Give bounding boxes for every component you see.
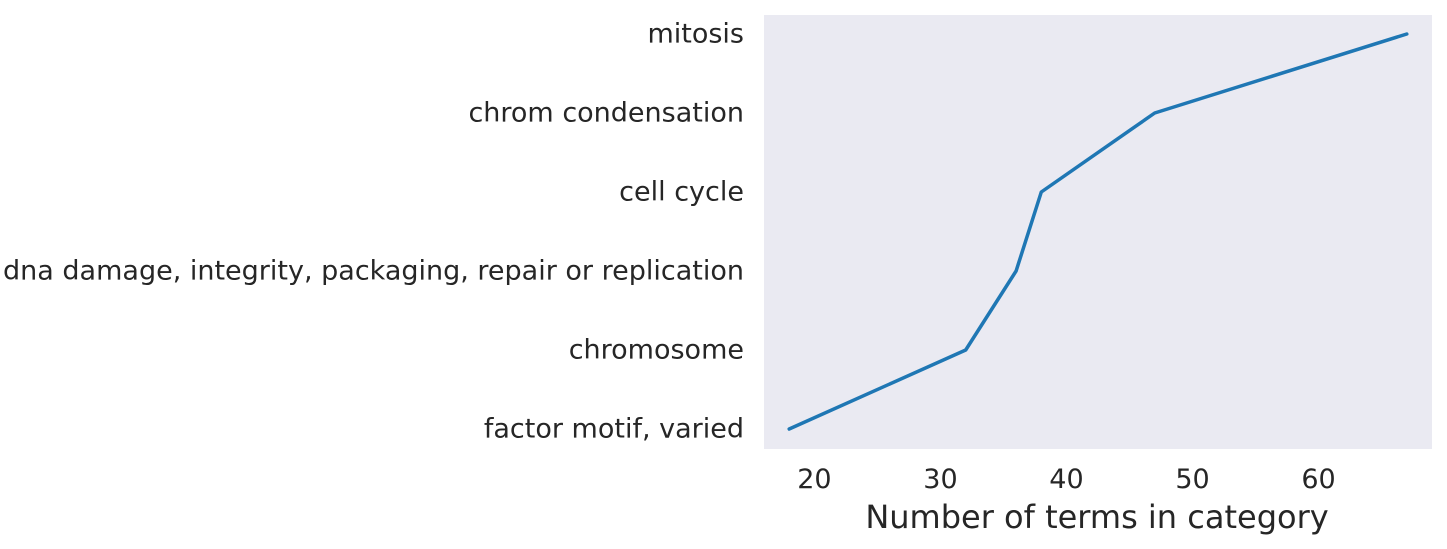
- y-tick-label: cell cycle: [619, 177, 744, 208]
- series-line: [787, 32, 1409, 431]
- x-tick-label: 20: [797, 464, 831, 495]
- x-tick-label: 40: [1049, 464, 1083, 495]
- y-tick-labels: factor motif, varied chromosome dna damage…: [3, 19, 744, 445]
- y-tick-label: chrom condensation: [468, 98, 744, 129]
- y-tick-label: dna damage, integrity, packaging, repair…: [3, 256, 744, 287]
- plot-area: [764, 15, 1432, 449]
- y-tick-label: mitosis: [647, 19, 744, 50]
- x-tick-labels: 20 30 40 50 60: [797, 464, 1336, 495]
- x-tick-label: 30: [923, 464, 957, 495]
- y-tick-label: chromosome: [569, 335, 744, 366]
- x-tick-label: 60: [1301, 464, 1335, 495]
- y-tick-label: factor motif, varied: [484, 414, 744, 445]
- x-axis-label: Number of terms in category: [865, 498, 1328, 536]
- x-tick-label: 50: [1175, 464, 1209, 495]
